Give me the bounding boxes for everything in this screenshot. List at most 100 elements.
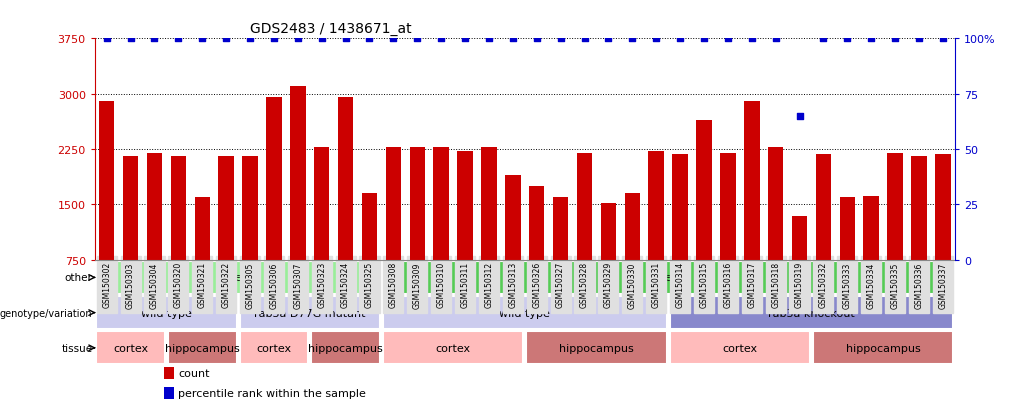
Text: GDS2483 / 1438671_at: GDS2483 / 1438671_at <box>249 21 411 36</box>
Bar <box>912 157 927 260</box>
Bar <box>505 176 520 260</box>
Text: count: count <box>178 368 210 378</box>
Bar <box>218 157 234 260</box>
Point <box>672 36 688 43</box>
Point <box>552 36 569 43</box>
Text: percentile rank within the sample: percentile rank within the sample <box>178 388 366 398</box>
FancyBboxPatch shape <box>240 332 308 364</box>
Text: hippocampus: hippocampus <box>846 343 921 353</box>
Bar <box>457 152 473 260</box>
Text: rab3a knockout: rab3a knockout <box>768 308 855 318</box>
Bar <box>410 147 425 260</box>
FancyBboxPatch shape <box>670 332 810 364</box>
Point <box>744 36 760 43</box>
Point <box>505 36 521 43</box>
Point <box>624 36 641 43</box>
Bar <box>624 194 640 260</box>
Text: other: other <box>65 273 93 283</box>
Point <box>99 36 115 43</box>
Point <box>218 36 235 43</box>
Bar <box>171 157 186 260</box>
Bar <box>385 147 401 260</box>
Point <box>266 36 282 43</box>
Point <box>767 36 784 43</box>
Point <box>481 36 497 43</box>
Point <box>170 36 186 43</box>
Point <box>194 36 210 43</box>
FancyBboxPatch shape <box>670 297 954 329</box>
Point <box>695 36 712 43</box>
Bar <box>816 155 831 260</box>
Bar <box>696 120 712 260</box>
Point <box>839 36 856 43</box>
Bar <box>266 98 281 260</box>
Bar <box>839 197 855 260</box>
Bar <box>649 152 664 260</box>
FancyBboxPatch shape <box>813 332 954 364</box>
Point <box>123 36 139 43</box>
Point <box>409 36 425 43</box>
Text: hippocampus: hippocampus <box>308 343 383 353</box>
FancyBboxPatch shape <box>96 297 237 329</box>
Point <box>600 36 617 43</box>
Bar <box>529 187 545 260</box>
Bar <box>123 157 138 260</box>
Point <box>433 36 449 43</box>
FancyBboxPatch shape <box>168 332 237 364</box>
Point <box>362 36 378 43</box>
FancyBboxPatch shape <box>383 297 666 329</box>
Bar <box>863 196 879 260</box>
Text: rab3a D77G mutant: rab3a D77G mutant <box>254 308 366 318</box>
Point <box>863 36 880 43</box>
Bar <box>314 147 330 260</box>
Point <box>887 36 903 43</box>
Text: tissue: tissue <box>61 343 93 353</box>
Point <box>815 36 831 43</box>
Text: wild type: wild type <box>141 308 192 318</box>
Point <box>146 36 163 43</box>
Bar <box>792 216 808 260</box>
Bar <box>290 87 306 260</box>
Bar <box>362 194 377 260</box>
Bar <box>673 155 688 260</box>
Point <box>289 36 306 43</box>
Point <box>313 36 330 43</box>
Bar <box>164 387 174 399</box>
Text: hippocampus: hippocampus <box>165 343 240 353</box>
Bar <box>720 153 735 260</box>
Bar <box>434 147 449 260</box>
Text: hippocampus: hippocampus <box>559 343 633 353</box>
Bar <box>744 102 759 260</box>
Text: cortex: cortex <box>722 343 757 353</box>
Bar <box>887 153 903 260</box>
Text: cortex: cortex <box>436 343 471 353</box>
FancyBboxPatch shape <box>96 261 380 294</box>
Bar <box>600 204 616 260</box>
Bar <box>146 153 163 260</box>
Bar <box>242 157 258 260</box>
Text: wild type: wild type <box>500 308 550 318</box>
Bar <box>99 102 114 260</box>
Bar <box>935 155 951 260</box>
Point <box>911 36 927 43</box>
Point <box>338 36 354 43</box>
Point <box>242 36 259 43</box>
Point <box>457 36 474 43</box>
Bar <box>553 197 569 260</box>
Bar <box>195 197 210 260</box>
Point <box>648 36 664 43</box>
Point <box>385 36 402 43</box>
FancyBboxPatch shape <box>383 261 954 294</box>
Point <box>528 36 545 43</box>
Point <box>720 36 736 43</box>
FancyBboxPatch shape <box>240 297 380 329</box>
FancyBboxPatch shape <box>383 332 523 364</box>
Bar <box>768 147 784 260</box>
Text: litter 1: litter 1 <box>219 273 256 283</box>
FancyBboxPatch shape <box>311 332 380 364</box>
Bar <box>481 147 496 260</box>
FancyBboxPatch shape <box>526 332 666 364</box>
Point <box>791 113 808 120</box>
Bar <box>164 367 174 380</box>
Bar <box>577 153 592 260</box>
